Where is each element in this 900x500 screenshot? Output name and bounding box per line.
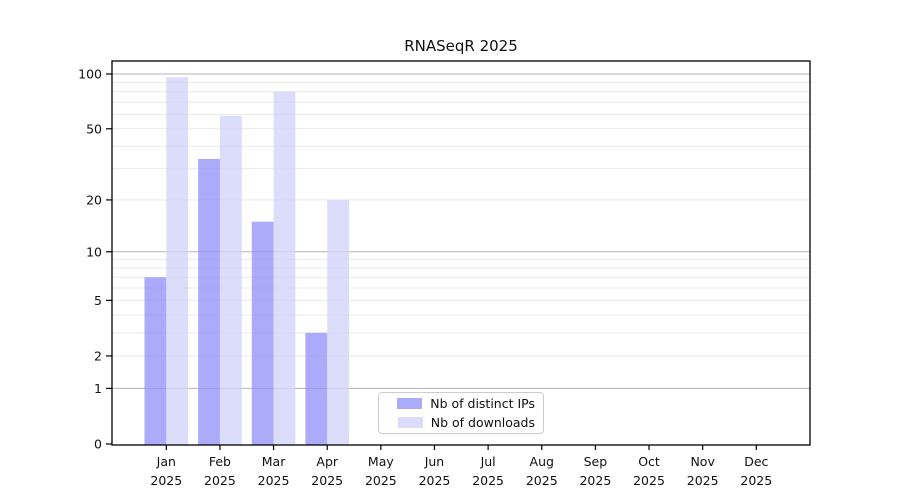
x-tick-year-oct: 2025 (633, 473, 665, 488)
bar-downloads-mar (273, 91, 296, 445)
y-tick-label-50: 50 (86, 121, 102, 136)
bar-downloads-jan (166, 77, 189, 445)
x-tick-label-jul: Jul (480, 454, 496, 469)
x-tick-label-nov: Nov (690, 454, 715, 469)
bar-downloads-apr (327, 199, 350, 445)
legend: Nb of distinct IPs Nb of downloads (378, 392, 544, 434)
x-tick-year-jan: 2025 (150, 473, 182, 488)
x-tick-year-feb: 2025 (204, 473, 236, 488)
x-tick-year-sep: 2025 (579, 473, 611, 488)
legend-label-distinct-ips: Nb of distinct IPs (430, 396, 535, 411)
x-tick-label-oct: Oct (638, 454, 660, 469)
legend-label-downloads: Nb of downloads (430, 415, 535, 430)
y-tick-label-1: 1 (94, 381, 102, 396)
bar-distinct-ips-jan (144, 277, 167, 445)
x-tick-label-aug: Aug (530, 454, 554, 469)
x-tick-label-may: May (368, 454, 394, 469)
bar-distinct-ips-feb (198, 158, 220, 445)
x-tick-label-sep: Sep (584, 454, 608, 469)
chart-title: RNASeqR 2025 (404, 37, 518, 55)
x-tick-year-apr: 2025 (311, 473, 343, 488)
x-tick-label-mar: Mar (262, 454, 286, 469)
axes-frame (111, 60, 811, 446)
x-tick-label-dec: Dec (744, 454, 768, 469)
x-tick-label-jun: Jun (424, 454, 445, 469)
y-tick-label-100: 100 (78, 67, 102, 82)
x-tick-year-may: 2025 (365, 473, 397, 488)
y-tick-label-10: 10 (86, 244, 102, 259)
bar-distinct-ips-apr (305, 332, 328, 445)
bar-downloads-feb (219, 115, 242, 446)
x-tick-year-jun: 2025 (419, 473, 451, 488)
x-tick-year-aug: 2025 (526, 473, 558, 488)
bar-distinct-ips-mar (251, 221, 274, 445)
x-tick-year-nov: 2025 (687, 473, 719, 488)
legend-item-downloads: Nb of downloads (387, 415, 535, 430)
x-tick-label-jan: Jan (156, 454, 176, 469)
x-tick-label-apr: Apr (316, 454, 338, 469)
legend-swatch-distinct-ips (397, 398, 423, 409)
y-tick-label-2: 2 (94, 348, 102, 363)
legend-item-distinct-ips: Nb of distinct IPs (387, 396, 535, 411)
y-tick-label-20: 20 (86, 192, 102, 207)
x-tick-year-mar: 2025 (258, 473, 290, 488)
y-tick-label-0: 0 (94, 437, 102, 452)
y-tick-label-5: 5 (94, 293, 102, 308)
x-tick-label-feb: Feb (209, 454, 231, 469)
legend-swatch-downloads (397, 417, 423, 428)
x-tick-year-dec: 2025 (740, 473, 772, 488)
x-tick-year-jul: 2025 (472, 473, 504, 488)
